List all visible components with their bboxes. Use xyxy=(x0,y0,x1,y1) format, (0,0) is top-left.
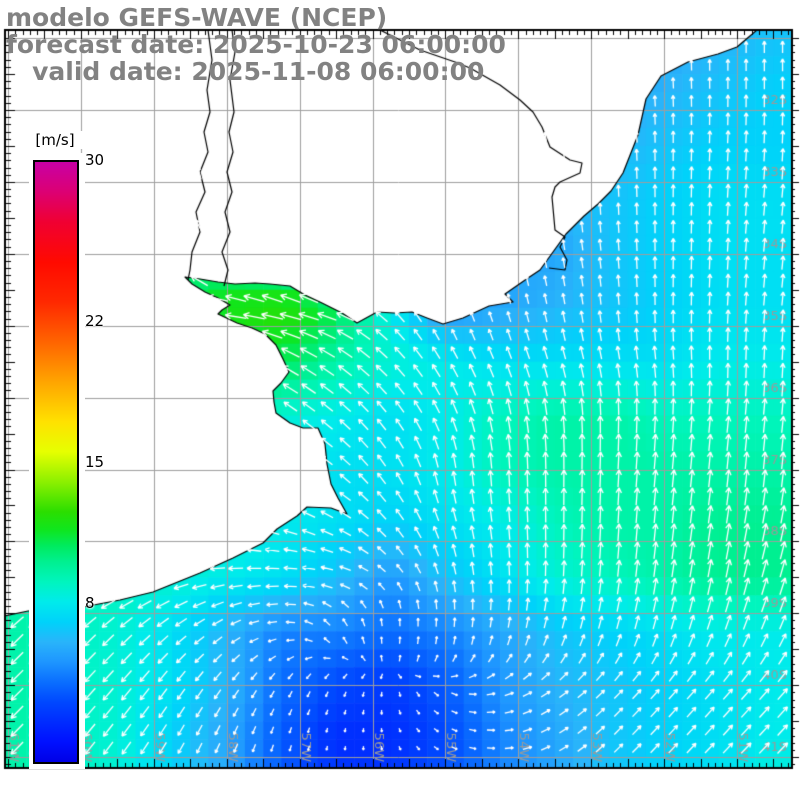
colorbar-unit-label: [m/s] xyxy=(24,131,86,149)
colorbar-tick-label: 8 xyxy=(85,593,95,612)
colorbar xyxy=(33,160,79,764)
colorbar-tick-label: 22 xyxy=(85,312,105,331)
colorbar-tick-label: 30 xyxy=(85,151,105,169)
colorbar-tick-label: 15 xyxy=(85,453,105,471)
